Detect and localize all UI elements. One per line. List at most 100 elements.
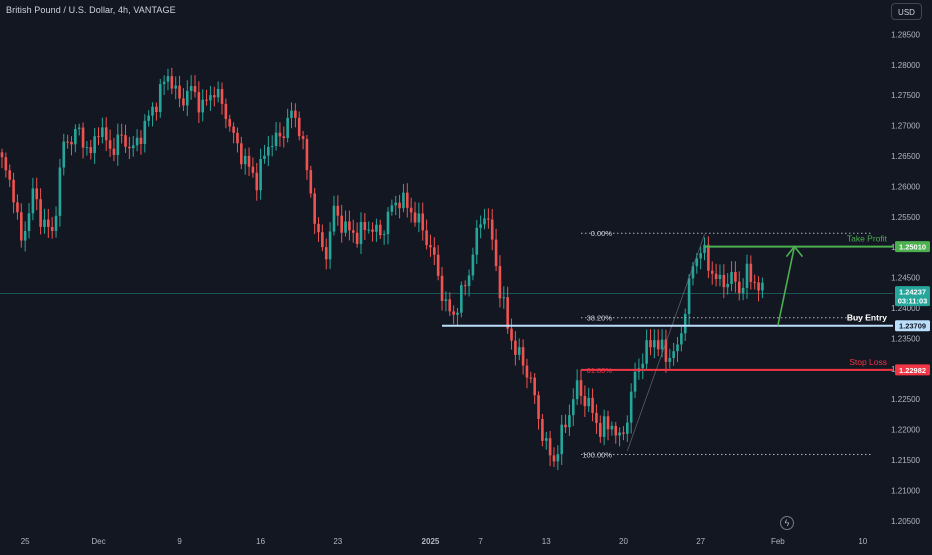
time-tick-label: Feb xyxy=(771,537,785,546)
candle-body xyxy=(649,340,652,348)
time-tick-label: 20 xyxy=(619,537,628,546)
candle-body xyxy=(452,311,455,315)
candle-body xyxy=(20,212,23,241)
candle-body xyxy=(514,340,517,355)
candle-body xyxy=(93,136,96,154)
candle-body xyxy=(371,229,374,232)
candle-body xyxy=(201,99,205,113)
candle-body xyxy=(502,297,506,299)
time-tick-label: 23 xyxy=(333,537,342,546)
candle-body xyxy=(606,416,610,430)
candle-body xyxy=(232,126,235,133)
candle-body xyxy=(321,232,324,248)
candle-body xyxy=(147,115,150,121)
candle-body xyxy=(23,231,27,241)
candle-body xyxy=(714,273,718,280)
time-axis: 25 Dec 9 16 23 2025 7 13 20 27 Feb 10 xyxy=(21,537,868,546)
candle-body xyxy=(294,110,297,118)
time-tick-label: 16 xyxy=(256,537,265,546)
candle-body xyxy=(43,219,46,227)
candle-body xyxy=(120,134,123,136)
price-tick-label: 1.20500 xyxy=(891,517,920,526)
price-tick-label: 1.26000 xyxy=(891,182,920,191)
candle-body xyxy=(216,88,220,98)
candle-body xyxy=(213,95,216,98)
candle-body xyxy=(66,141,69,143)
candle-body xyxy=(359,221,363,244)
candle-body xyxy=(544,438,548,441)
candle-body xyxy=(568,415,571,428)
candle-body xyxy=(305,138,309,171)
candle-body xyxy=(162,81,166,85)
candle-body xyxy=(683,313,687,334)
candle-body xyxy=(498,266,502,299)
candle-body xyxy=(444,299,448,301)
stop-loss-price-tag xyxy=(895,364,930,376)
candle-body xyxy=(417,213,421,223)
symbol-title: British Pound / U.S. Dollar, 4h, VANTAGE xyxy=(6,5,176,15)
candle-body xyxy=(332,205,336,232)
candle-body xyxy=(726,283,729,288)
buy-entry-price-tag-text: 1.23709 xyxy=(899,322,926,331)
price-tick-label: 1.22500 xyxy=(891,395,920,404)
candle-body xyxy=(324,247,328,260)
candle-body xyxy=(753,281,756,283)
price-tick-label: 1.21000 xyxy=(891,486,920,495)
candle-body xyxy=(4,157,8,171)
candle-body xyxy=(386,211,390,235)
candle-body xyxy=(710,270,714,274)
candle-body xyxy=(610,425,614,430)
candle-body xyxy=(189,86,193,91)
candle-body xyxy=(251,166,255,173)
price-tick-label: 1.24000 xyxy=(891,304,920,313)
candle-body xyxy=(641,363,645,369)
candle-body xyxy=(718,274,722,280)
candle-body xyxy=(178,85,181,99)
fib-trend-line xyxy=(626,234,705,452)
candle-body xyxy=(552,455,556,462)
candle-body xyxy=(587,397,591,407)
candle-body xyxy=(460,285,463,313)
candle-body xyxy=(730,272,733,284)
candle-body xyxy=(313,193,316,224)
candle-body xyxy=(525,365,529,378)
time-tick-label: 10 xyxy=(858,537,867,546)
candle-body xyxy=(707,244,710,271)
candle-body xyxy=(39,199,42,227)
candle-body xyxy=(317,223,320,233)
candle-body xyxy=(174,85,177,89)
candle-body xyxy=(521,347,525,366)
currency-button[interactable]: USD xyxy=(891,3,922,20)
candle-body xyxy=(108,140,112,149)
candle-body xyxy=(375,224,378,232)
candle-body xyxy=(259,159,262,191)
buy-entry-price-tag xyxy=(895,320,930,332)
candle-body xyxy=(182,98,185,106)
time-tick-label: 27 xyxy=(696,537,705,546)
candle-body xyxy=(475,227,479,255)
lightning-icon[interactable]: ϟ xyxy=(780,516,794,530)
candle-body xyxy=(101,127,104,137)
candle-body xyxy=(579,380,583,396)
candle-body xyxy=(309,170,313,194)
candle-body xyxy=(510,328,513,341)
candle-body xyxy=(58,167,62,216)
candle-body xyxy=(363,221,367,230)
candle-body xyxy=(274,132,278,147)
candle-body xyxy=(591,397,594,413)
candle-body xyxy=(672,351,675,359)
candle-body xyxy=(556,454,560,462)
candle-body xyxy=(282,136,286,139)
fib-level-label: 100.00% xyxy=(582,451,612,460)
projection-arrow xyxy=(777,246,796,326)
candle-body xyxy=(691,266,695,279)
candle-body xyxy=(757,282,760,291)
price-tick-label: 1.25500 xyxy=(891,213,920,222)
candle-body xyxy=(340,215,343,233)
candle-body xyxy=(243,155,247,165)
candle-body xyxy=(456,312,459,315)
take-profit-price-tag-text: 1.25010 xyxy=(899,243,926,252)
candle-body xyxy=(344,221,347,233)
